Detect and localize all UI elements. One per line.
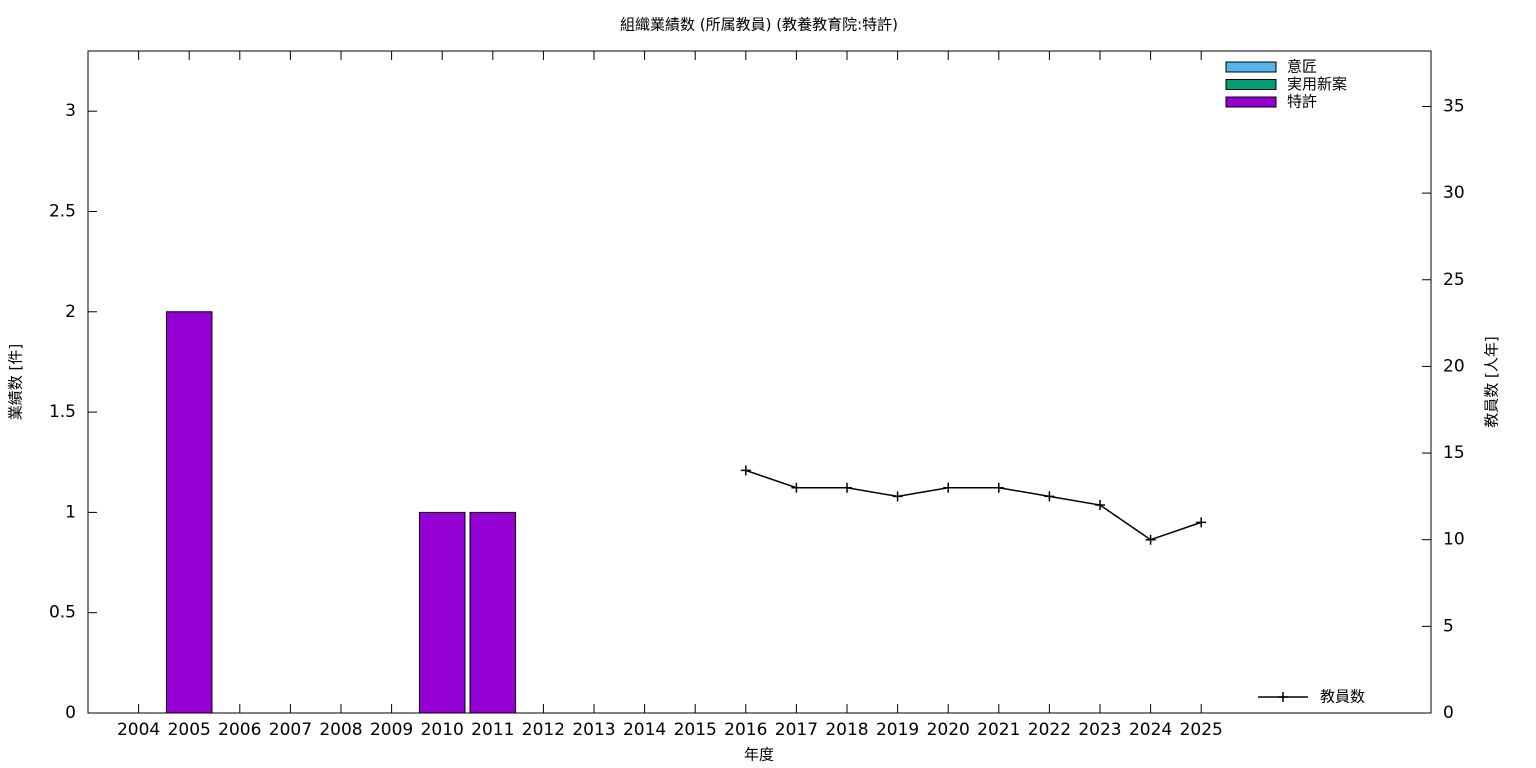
x-tick-label: 2025 [1180,720,1223,740]
x-tick-label: 2022 [1028,720,1071,740]
point [740,465,751,476]
legend-label: 教員数 [1320,688,1365,706]
x-tick-label: 2004 [117,720,160,740]
x-tick-label: 2016 [724,720,767,740]
point [842,482,852,493]
y-tick-label: 2.5 [49,201,76,221]
x-tick-label: 2013 [572,720,615,740]
x-tick-label: 2007 [269,720,312,740]
y-tick-label: 0 [65,703,76,723]
legend-swatch [1225,96,1277,108]
chart-title: 組織業績数 (所属教員) (教養教育院:特許) [620,16,898,34]
y2-tick-label: 30 [1443,183,1465,203]
x-tick-label: 2015 [674,720,717,740]
y2-tick-label: 5 [1443,616,1454,636]
x-tick-label: 2009 [370,720,413,740]
y2-axis-label: 教員数 [人年] [1483,336,1501,427]
x-axis-label: 年度 [744,746,774,764]
x-tick-label: 2021 [977,720,1020,740]
y2-tick-label: 25 [1443,270,1465,290]
point [1196,517,1207,528]
y2-tick-label: 10 [1443,530,1465,550]
point [1145,534,1156,545]
y-tick-label: 3 [65,101,76,121]
legend-swatch [1225,61,1277,73]
y2-tick-label: 20 [1443,356,1465,376]
x-tick-label: 2020 [927,720,970,740]
x-tick-label: 2008 [319,720,362,740]
legend-label: 特許 [1287,93,1317,111]
bar [418,511,466,714]
bar [469,511,517,714]
x-tick-label: 2010 [421,720,464,740]
point [1044,491,1055,502]
y-tick-label: 0.5 [49,603,76,623]
x-tick-label: 2005 [168,720,211,740]
point [993,482,1004,493]
legend-label: 実用新案 [1287,75,1347,93]
x-tick-label: 2014 [623,720,666,740]
plot-frame [87,50,1432,714]
y2-tick-label: 0 [1443,703,1454,723]
x-tick-label: 2019 [876,720,919,740]
x-tick-label: 2017 [775,720,818,740]
bar [165,311,213,714]
x-tick-label: 2023 [1078,720,1121,740]
point [892,491,903,502]
x-tick-label: 2024 [1129,720,1172,740]
y-tick-label: 1 [65,502,76,522]
y2-tick-label: 15 [1443,443,1465,463]
y2-tick-label: 35 [1443,96,1465,116]
point [1095,500,1105,511]
y-tick-label: 2 [65,302,76,322]
y-tick-label: 1.5 [49,402,76,422]
line [745,469,1202,541]
legend-swatch [1225,79,1277,90]
point [943,482,954,493]
x-tick-label: 2006 [218,720,261,740]
x-tick-label: 2012 [522,720,565,740]
x-tick-label: 2011 [471,720,514,740]
legend-point [1278,692,1288,702]
point [791,482,802,493]
legend-label: 意匠 [1287,58,1317,76]
x-tick-label: 2018 [825,720,868,740]
y-axis-label: 業績数 [件] [7,344,25,420]
